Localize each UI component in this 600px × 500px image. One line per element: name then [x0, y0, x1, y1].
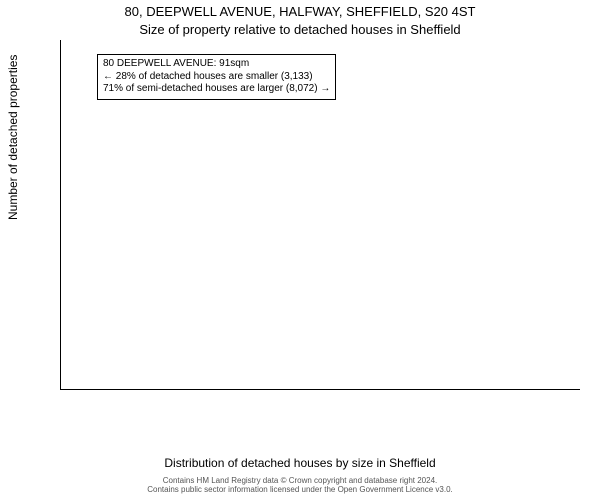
- footer-attribution: Contains HM Land Registry data © Crown c…: [0, 476, 600, 494]
- annotation-line2: ← 28% of detached houses are smaller (3,…: [103, 71, 330, 84]
- chart-subtitle: Size of property relative to detached ho…: [0, 22, 600, 37]
- x-axis-label: Distribution of detached houses by size …: [0, 456, 600, 470]
- footer-line2: Contains public sector information licen…: [0, 485, 600, 494]
- chart-title-line1: 80, DEEPWELL AVENUE, HALFWAY, SHEFFIELD,…: [0, 4, 600, 19]
- plot-area: 80 DEEPWELL AVENUE: 91sqm ← 28% of detac…: [60, 40, 580, 390]
- annotation-box: 80 DEEPWELL AVENUE: 91sqm ← 28% of detac…: [97, 54, 336, 100]
- y-axis-label: Number of detached properties: [6, 55, 20, 220]
- footer-line1: Contains HM Land Registry data © Crown c…: [0, 476, 600, 485]
- annotation-line1: 80 DEEPWELL AVENUE: 91sqm: [103, 58, 330, 71]
- figure: 80, DEEPWELL AVENUE, HALFWAY, SHEFFIELD,…: [0, 0, 600, 500]
- annotation-line3: 71% of semi-detached houses are larger (…: [103, 83, 330, 96]
